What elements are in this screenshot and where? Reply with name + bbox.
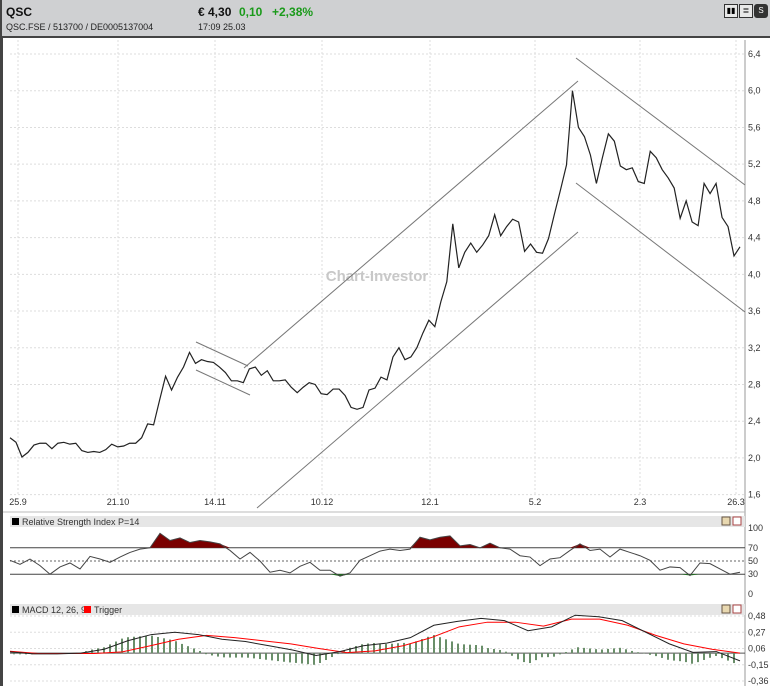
rsi-y-tick: 0: [748, 589, 753, 599]
news-icon[interactable]: ≣: [739, 4, 753, 18]
macd-y-tick: 0,06: [748, 644, 766, 654]
x-tick-label: 10.12: [311, 497, 334, 507]
rsi-title: Relative Strength Index P=14: [22, 517, 139, 527]
macd-y-tick: 0,27: [748, 627, 766, 637]
x-tick-label: 14.11: [204, 497, 226, 507]
quote-header: QSC QSC.FSE / 513700 / DE0005137004 € 4,…: [0, 0, 770, 38]
macd-y-tick: 0,48: [748, 611, 766, 621]
macd-y-tick: -0,36: [748, 676, 769, 686]
x-tick-label: 2.3: [634, 497, 647, 507]
price-change-percent: +2,38%: [272, 5, 314, 19]
y-tick-label: 2,8: [748, 379, 761, 389]
trend-line: [575, 57, 746, 186]
rsi-y-tick: 100: [748, 523, 763, 533]
trend-line: [195, 341, 249, 367]
bar-chart-icon[interactable]: ▮▮: [724, 4, 738, 18]
y-tick-label: 2,0: [748, 453, 761, 463]
x-tick-label: 5.2: [529, 497, 542, 507]
trend-line: [575, 182, 746, 313]
y-tick-label: 5,2: [748, 159, 761, 169]
y-tick-label: 6,4: [748, 49, 761, 59]
watermark: Chart-Investor: [326, 268, 429, 285]
price-change: 0,10: [239, 5, 263, 19]
y-tick-label: 3,2: [748, 343, 761, 353]
y-tick-label: 1,6: [748, 490, 761, 500]
left-border: [0, 38, 3, 686]
macd-header: [10, 604, 745, 615]
trigger-line: [9, 618, 741, 655]
rsi-settings-button[interactable]: [721, 516, 731, 526]
rsi-y-tick: 30: [748, 569, 758, 579]
macd-settings-button[interactable]: [721, 604, 731, 614]
symbol: QSC: [6, 5, 33, 19]
macd-close-button[interactable]: [732, 604, 742, 614]
s-icon[interactable]: S: [754, 4, 768, 18]
rsi-close-button[interactable]: [732, 516, 742, 526]
macd-legend-swatch: [12, 606, 19, 613]
trend-line: [256, 231, 579, 509]
rsi-line: [9, 532, 741, 577]
price-line: [9, 90, 741, 458]
x-tick-label: 12.1: [421, 497, 439, 507]
x-tick-label: 26.3: [727, 497, 745, 507]
identifiers: QSC.FSE / 513700 / DE0005137004: [6, 22, 154, 32]
macd-legend-label: MACD 12, 26, 9: [22, 605, 86, 615]
macd-line: [9, 614, 741, 662]
y-tick-label: 2,4: [748, 416, 761, 426]
trigger-legend-swatch: [84, 606, 91, 613]
x-tick-label: 25.9: [9, 497, 27, 507]
trigger-legend-label: Trigger: [94, 605, 122, 615]
y-tick-label: 5,6: [748, 122, 761, 132]
trend-line: [195, 369, 251, 396]
rsi-header: [10, 516, 745, 527]
rsi-y-tick: 70: [748, 543, 758, 553]
y-tick-label: 4,4: [748, 233, 761, 243]
y-tick-label: 4,0: [748, 269, 761, 279]
quote-time: 17:09 25.03: [198, 22, 246, 32]
rsi-overbought-area: [10, 533, 740, 548]
y-tick-label: 3,6: [748, 306, 761, 316]
last-price: € 4,30: [198, 5, 232, 19]
trend-line: [243, 80, 579, 369]
x-tick-label: 21.10: [107, 497, 130, 507]
macd-y-tick: -0,15: [748, 660, 769, 670]
y-tick-label: 4,8: [748, 196, 761, 206]
rsi-y-tick: 50: [748, 556, 758, 566]
y-tick-label: 6,0: [748, 86, 761, 96]
rsi-legend-swatch: [12, 518, 19, 525]
